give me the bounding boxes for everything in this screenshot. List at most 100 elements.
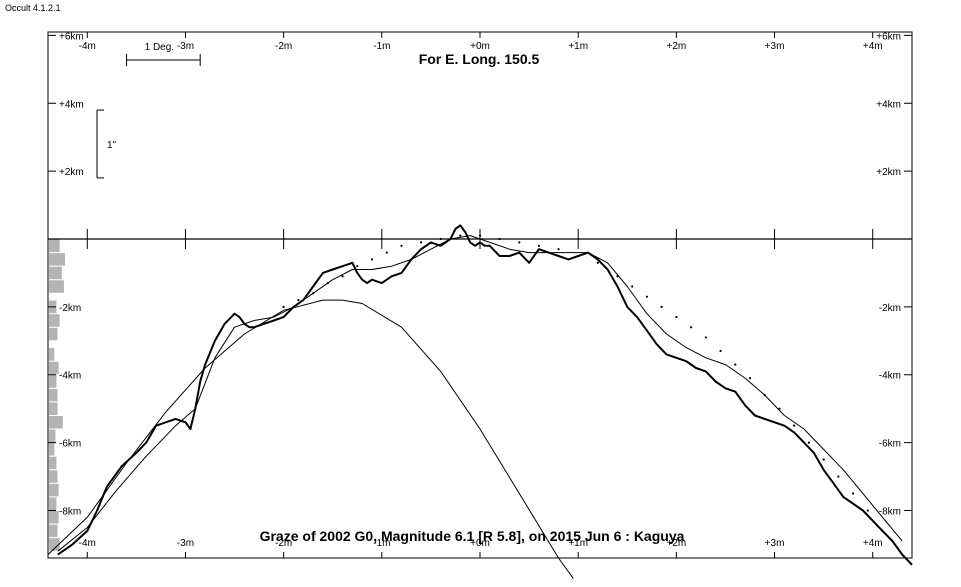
dotted-limb-point bbox=[518, 241, 521, 244]
x-tick-label-bottom: -2m bbox=[275, 538, 292, 549]
dotted-limb-point bbox=[778, 407, 781, 410]
dotted-limb-point bbox=[631, 285, 634, 288]
tick-labels: -4m -4m -3m -3m -2m -2m -1m -1m +0m +0m +1m +1m +2m +… bbox=[59, 31, 901, 549]
y-tick-label-left: -4km bbox=[59, 371, 81, 382]
vertical-scale-label: 1" bbox=[107, 140, 117, 151]
dotted-limb-point bbox=[704, 336, 707, 339]
dotted-limb-point bbox=[311, 292, 315, 295]
x-tick-label-bottom: -3m bbox=[177, 538, 194, 549]
histogram-bar bbox=[49, 443, 55, 456]
histogram-bar bbox=[49, 348, 55, 361]
dotted-limb-point bbox=[881, 529, 884, 532]
x-tick-label-bottom: +4m bbox=[863, 538, 883, 549]
x-tick-label-bottom: +2m bbox=[666, 538, 686, 549]
dotted-limb-point bbox=[537, 244, 541, 247]
dotted-limb-point bbox=[326, 282, 329, 285]
dotted-limb-point bbox=[660, 305, 663, 308]
histogram-bar bbox=[49, 483, 59, 497]
x-tick-label-top: +0m bbox=[470, 41, 490, 52]
x-tick-label-top: -1m bbox=[373, 41, 390, 52]
dotted-limb-point bbox=[400, 244, 403, 247]
y-tick-label-right: -8km bbox=[879, 506, 901, 517]
chart-caption: Graze of 2002 G0, Magnitude 6.1 [R 5.8],… bbox=[260, 528, 685, 544]
dotted-limb-point bbox=[734, 363, 737, 366]
histogram-bar bbox=[49, 415, 63, 429]
scale-bars: 1 Deg. 1" bbox=[96, 42, 201, 179]
dotted-limb-point bbox=[866, 509, 869, 512]
histogram-bar bbox=[49, 524, 58, 538]
histogram-bar bbox=[49, 510, 59, 524]
y-tick-label-left: +4km bbox=[59, 99, 84, 110]
dotted-limb-point bbox=[439, 237, 442, 241]
series-layer bbox=[47, 224, 913, 579]
histogram-bar bbox=[49, 470, 58, 483]
y-tick-label-right: +4km bbox=[876, 99, 901, 110]
y-tick-label-left: -2km bbox=[59, 303, 81, 314]
y-tick-label-right: -6km bbox=[879, 439, 901, 450]
dotted-limb-point bbox=[675, 315, 678, 319]
histogram-bar bbox=[49, 538, 60, 551]
histogram-bar bbox=[49, 429, 56, 443]
dotted-limb-point bbox=[385, 251, 388, 254]
x-tick-label-bottom: +1m bbox=[568, 538, 588, 549]
chart-title: For E. Long. 150.5 bbox=[419, 51, 540, 67]
histogram-bar bbox=[49, 327, 58, 341]
histogram-bar bbox=[49, 497, 57, 510]
dotted-limb-point bbox=[478, 234, 482, 237]
histogram-bar bbox=[49, 266, 62, 280]
dotted-limb-point bbox=[577, 254, 580, 258]
dotted-limb-point bbox=[851, 492, 855, 495]
y-tick-label-left: -6km bbox=[59, 439, 81, 450]
dotted-limb-point bbox=[419, 241, 423, 244]
dotted-limb-point bbox=[807, 441, 811, 444]
histogram-bar bbox=[49, 402, 58, 415]
histogram-bar bbox=[49, 253, 65, 266]
x-tick-label-top: -4m bbox=[79, 41, 96, 52]
horizontal-scale-label: 1 Deg. bbox=[145, 42, 174, 53]
dotted-limb-point bbox=[763, 394, 766, 397]
dotted-limb-point bbox=[282, 305, 285, 308]
dotted-limb-point bbox=[498, 237, 501, 241]
dotted-limb-point bbox=[459, 234, 462, 237]
dotted-limb-point bbox=[719, 349, 722, 353]
dotted-limb-point bbox=[341, 275, 344, 278]
x-tick-label-top: -3m bbox=[177, 41, 194, 52]
x-tick-label-top: -2m bbox=[275, 41, 292, 52]
plot-frame bbox=[47, 31, 913, 559]
dotted-limb-point bbox=[616, 275, 619, 278]
dotted-limb-point bbox=[748, 377, 752, 380]
histogram-bar bbox=[49, 388, 58, 402]
dotted-limb-point bbox=[596, 261, 599, 264]
dotted-limb-point bbox=[557, 248, 560, 251]
x-tick-label-top: +3m bbox=[765, 41, 785, 52]
dotted-limb-point bbox=[297, 298, 300, 302]
histogram-bar bbox=[49, 314, 60, 327]
x-tick-label-bottom: +0m bbox=[470, 538, 490, 549]
y-tick-label-left: +2km bbox=[59, 167, 84, 178]
y-tick-label-left: -8km bbox=[59, 506, 81, 517]
x-tick-label-top: +2m bbox=[666, 41, 686, 52]
histogram-bar bbox=[49, 280, 64, 293]
histogram-bar bbox=[49, 456, 57, 470]
dotted-limb-point bbox=[689, 326, 693, 329]
dotted-limb-point bbox=[793, 424, 796, 427]
y-tick-label-right: -4km bbox=[879, 371, 901, 382]
x-tick-label-top: +4m bbox=[863, 41, 883, 52]
dotted-limb-point bbox=[837, 475, 840, 478]
smooth-limb-line bbox=[57, 235, 903, 552]
histogram-bar bbox=[49, 239, 60, 253]
app-title: Occult 4.1.2.1 bbox=[5, 3, 61, 13]
y-tick-label-left: +6km bbox=[59, 31, 84, 42]
y-tick-label-right: -2km bbox=[879, 303, 901, 314]
x-tick-label-top: +1m bbox=[568, 41, 588, 52]
dotted-limb-point bbox=[822, 458, 825, 461]
y-tick-label-right: +2km bbox=[876, 167, 901, 178]
path-curve-line bbox=[47, 299, 574, 579]
histogram-bar bbox=[49, 375, 57, 388]
histogram-bar bbox=[49, 361, 59, 375]
x-tick-label-bottom: -1m bbox=[373, 538, 390, 549]
x-tick-label-bottom: +3m bbox=[765, 538, 785, 549]
x-tick-label-bottom: -4m bbox=[79, 538, 96, 549]
dotted-limb-point bbox=[356, 265, 359, 268]
